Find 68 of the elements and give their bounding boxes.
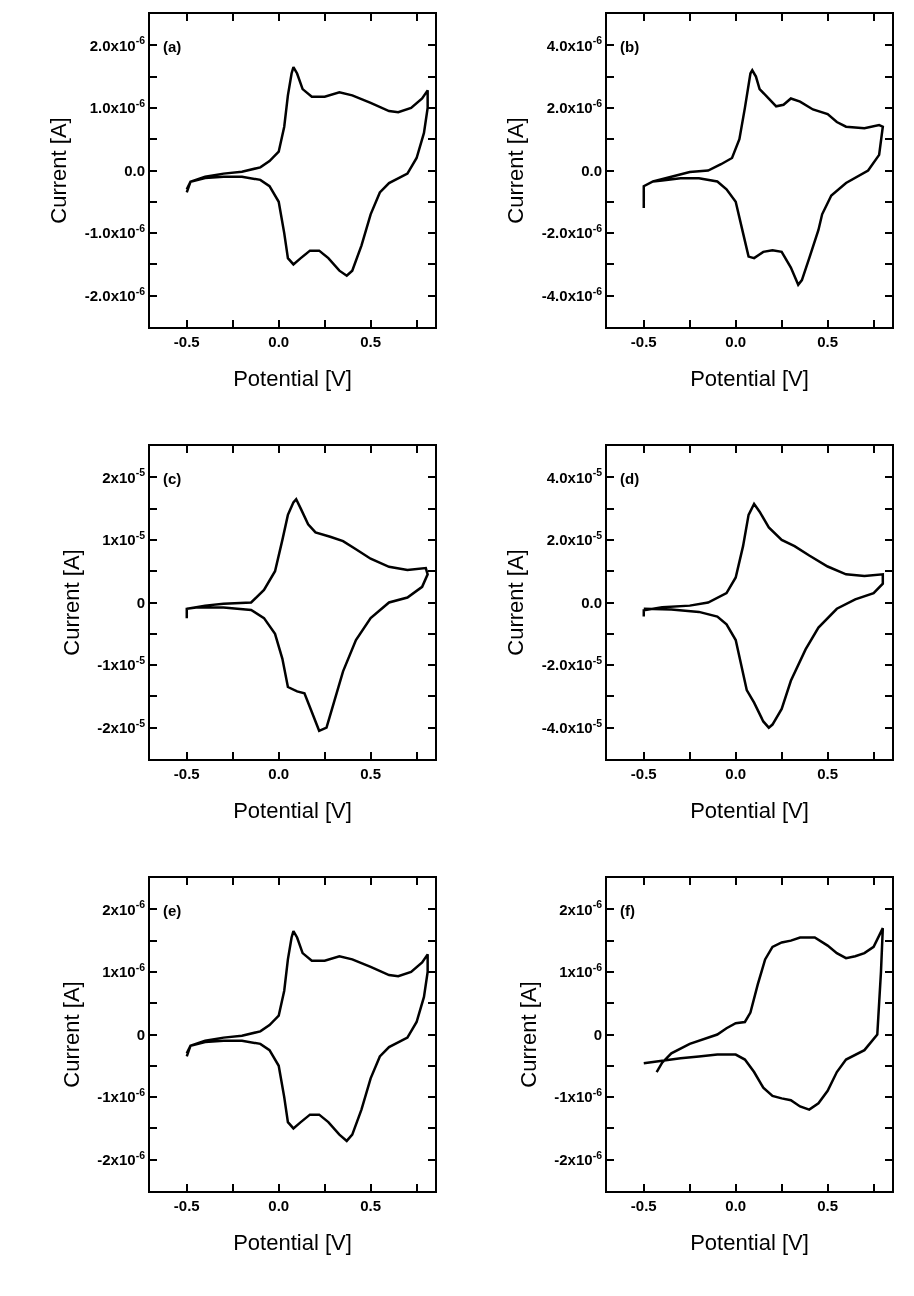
- y-tick-label: 0: [593, 1025, 602, 1043]
- x-tick-label: 0.5: [360, 1197, 382, 1214]
- x-axis-title: Potential [V]: [690, 366, 809, 392]
- y-tick-label: -1x10$^{-6}$: [97, 1086, 146, 1106]
- annotation: (d): [620, 470, 640, 487]
- annotation: (f): [620, 902, 635, 919]
- x-tick-label: 0.5: [360, 333, 382, 350]
- y-tick-label: 1x10$^{-6}$: [102, 960, 146, 981]
- x-tick-label: 0.5: [360, 765, 382, 782]
- x-axis-title: Potential [V]: [233, 366, 352, 392]
- y-tick-label: -2.0x10$^{-6}$: [84, 284, 146, 304]
- y-tick-label: -1.0x10$^{-6}$: [84, 222, 146, 242]
- x-tick-label: 0.5: [817, 765, 839, 782]
- y-tick-label: -2.0x10$^{-6}$: [541, 222, 603, 242]
- y-axis-title: Current [A]: [46, 117, 72, 224]
- y-tick-label: 0.0: [581, 593, 602, 611]
- y-tick-label: 2.0x10$^{-6}$: [89, 34, 146, 54]
- y-tick-label: -2.0x10$^{-5}$: [541, 654, 603, 674]
- x-tick-label: -0.5: [630, 765, 657, 782]
- y-axis-title: Current [A]: [58, 981, 84, 1088]
- y-tick-label: 2x10$^{-6}$: [559, 898, 603, 918]
- y-tick-label: 2.0x10$^{-5}$: [546, 528, 603, 549]
- y-tick-label: -1x10$^{-5}$: [97, 654, 146, 674]
- x-axis-title: Potential [V]: [690, 1230, 809, 1256]
- y-axis-title: Current [A]: [58, 549, 84, 656]
- y-tick-label: 1.0x10$^{-6}$: [89, 96, 146, 117]
- x-tick-label: 0.0: [725, 1197, 747, 1214]
- x-axis-title: Potential [V]: [690, 798, 809, 824]
- y-tick-label: 4.0x10$^{-6}$: [546, 34, 603, 54]
- y-tick-label: 0: [136, 593, 145, 611]
- x-tick-label: 0.0: [725, 333, 747, 350]
- y-axis-title: Current [A]: [503, 549, 529, 656]
- x-tick-label: 0.5: [817, 1197, 839, 1214]
- y-tick-label: 0.0: [124, 161, 145, 179]
- annotation: (a): [163, 38, 182, 55]
- y-tick-label: 4.0x10$^{-5}$: [546, 466, 603, 486]
- y-tick-label: -4.0x10$^{-5}$: [541, 716, 603, 736]
- y-tick-label: 0.0: [581, 161, 602, 179]
- y-tick-label: -4.0x10$^{-6}$: [541, 284, 603, 304]
- y-tick-label: 2.0x10$^{-6}$: [546, 96, 603, 117]
- x-tick-label: 0.5: [817, 333, 839, 350]
- annotation: (b): [620, 38, 640, 55]
- y-axis-title: Current [A]: [503, 117, 529, 224]
- x-tick-label: 0.0: [268, 765, 290, 782]
- y-tick-label: 1x10$^{-5}$: [102, 528, 146, 549]
- annotation: (c): [163, 470, 182, 487]
- y-tick-label: 2x10$^{-5}$: [102, 466, 146, 486]
- y-tick-label: 2x10$^{-6}$: [102, 898, 146, 918]
- x-tick-label: -0.5: [630, 1197, 657, 1214]
- x-tick-label: 0.0: [268, 1197, 290, 1214]
- x-tick-label: -0.5: [173, 765, 200, 782]
- x-tick-label: -0.5: [173, 333, 200, 350]
- x-tick-label: 0.0: [268, 333, 290, 350]
- y-tick-label: -2x10$^{-5}$: [97, 716, 146, 736]
- y-tick-label: 1x10$^{-6}$: [559, 960, 603, 981]
- x-tick-label: 0.0: [725, 765, 747, 782]
- line-series: [642, 69, 885, 286]
- y-tick-label: -2x10$^{-6}$: [554, 1148, 603, 1168]
- y-tick-label: -1x10$^{-6}$: [554, 1086, 603, 1106]
- x-tick-label: -0.5: [173, 1197, 200, 1214]
- y-tick-label: 0: [136, 1025, 145, 1043]
- line-series: [642, 502, 885, 729]
- x-tick-label: -0.5: [630, 333, 657, 350]
- annotation: (e): [163, 902, 182, 919]
- y-tick-label: -2x10$^{-6}$: [97, 1148, 146, 1168]
- y-axis-title: Current [A]: [515, 981, 541, 1088]
- x-axis-title: Potential [V]: [233, 798, 352, 824]
- x-axis-title: Potential [V]: [233, 1230, 352, 1256]
